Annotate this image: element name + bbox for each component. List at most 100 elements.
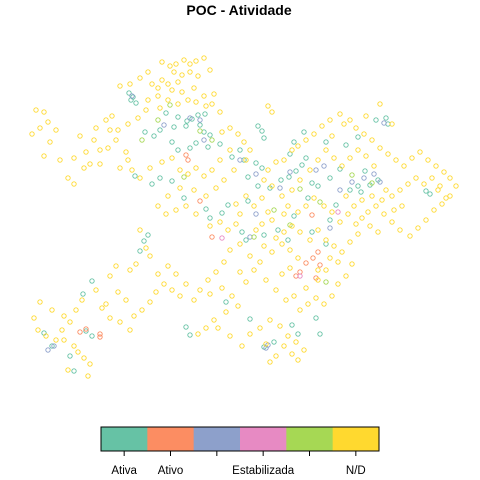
- data-point: [317, 199, 323, 205]
- series-2: [45, 93, 387, 353]
- data-point: [335, 259, 341, 265]
- data-point: [247, 316, 253, 322]
- data-point: [165, 263, 171, 269]
- data-point: [155, 93, 161, 99]
- data-point: [299, 162, 305, 168]
- data-point: [177, 293, 183, 299]
- data-point: [331, 155, 337, 161]
- data-point: [301, 347, 307, 353]
- data-point: [205, 144, 211, 150]
- data-point: [347, 187, 353, 193]
- data-point: [331, 243, 337, 249]
- data-point: [179, 89, 185, 95]
- data-point: [417, 149, 423, 155]
- data-point: [181, 57, 187, 63]
- data-point: [143, 245, 149, 251]
- data-point: [361, 175, 367, 181]
- data-point: [259, 128, 265, 134]
- data-point: [37, 125, 43, 131]
- data-point: [205, 277, 211, 283]
- data-point: [289, 322, 295, 328]
- data-point: [191, 187, 197, 193]
- data-point: [341, 121, 347, 127]
- data-point: [37, 299, 43, 305]
- data-point: [273, 353, 279, 359]
- data-point: [197, 198, 203, 204]
- data-point: [47, 139, 53, 145]
- data-point: [193, 140, 199, 146]
- legend-swatch: [240, 427, 287, 451]
- data-point: [286, 174, 292, 180]
- data-point: [169, 178, 175, 184]
- data-point: [157, 127, 163, 133]
- data-point: [127, 81, 133, 87]
- legend-swatch: [147, 427, 195, 451]
- data-point: [141, 238, 147, 244]
- data-point: [107, 315, 113, 321]
- data-point: [297, 177, 303, 183]
- data-point: [335, 209, 341, 215]
- data-point: [203, 325, 209, 331]
- legend-swatch: [101, 427, 148, 451]
- data-point: [383, 115, 389, 121]
- data-point: [279, 193, 285, 199]
- data-point: [237, 157, 243, 163]
- data-point: [425, 157, 431, 163]
- data-point: [323, 147, 329, 153]
- data-point: [165, 193, 171, 199]
- data-point: [255, 123, 261, 129]
- data-point: [211, 317, 217, 323]
- data-point: [349, 261, 355, 267]
- data-point: [117, 83, 123, 89]
- data-point: [93, 287, 99, 293]
- data-point: [79, 297, 85, 303]
- data-point: [289, 223, 295, 229]
- data-point: [231, 167, 237, 173]
- data-point: [159, 59, 165, 65]
- data-point: [269, 217, 275, 223]
- data-point: [157, 175, 163, 181]
- data-point: [151, 133, 157, 139]
- data-point: [371, 171, 377, 177]
- legend-ticks: [123, 451, 357, 456]
- data-point: [423, 217, 429, 223]
- data-point: [355, 147, 361, 153]
- data-point: [161, 281, 167, 287]
- data-point: [297, 273, 303, 279]
- data-point: [217, 109, 223, 115]
- data-point: [287, 247, 293, 253]
- data-point: [285, 203, 291, 209]
- data-point: [195, 331, 201, 337]
- data-point: [161, 122, 167, 128]
- data-point: [349, 179, 355, 185]
- data-point: [303, 137, 309, 143]
- data-point: [75, 349, 81, 355]
- data-point: [67, 353, 73, 359]
- data-point: [303, 260, 309, 266]
- data-point: [103, 117, 109, 123]
- data-point: [293, 339, 299, 345]
- data-point: [169, 287, 175, 293]
- data-point: [113, 137, 119, 143]
- data-point: [127, 327, 133, 333]
- data-point: [185, 97, 191, 103]
- legend-swatch: [286, 427, 334, 451]
- data-point: [355, 134, 361, 140]
- data-point: [359, 197, 365, 203]
- data-point: [135, 115, 141, 121]
- data-point: [257, 259, 263, 265]
- data-point: [203, 206, 209, 212]
- data-point: [323, 279, 329, 285]
- data-point: [369, 193, 375, 199]
- data-point: [183, 324, 189, 330]
- data-point: [99, 305, 105, 311]
- data-point: [132, 173, 138, 179]
- data-point: [327, 175, 333, 181]
- data-point: [315, 277, 321, 283]
- data-point: [257, 325, 263, 331]
- data-point: [343, 142, 349, 148]
- data-point: [239, 229, 245, 235]
- data-point: [97, 161, 103, 167]
- data-point: [317, 262, 323, 268]
- data-point: [77, 329, 83, 335]
